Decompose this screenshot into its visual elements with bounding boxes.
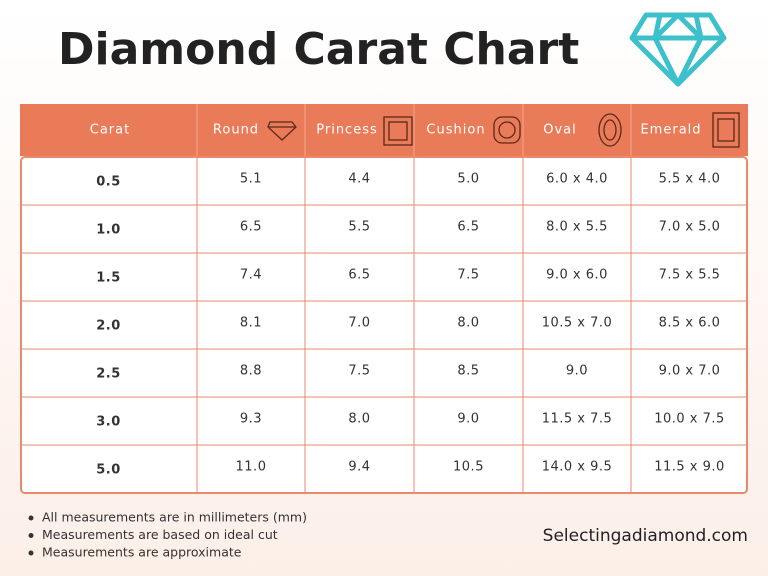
cell: 6.5 — [240, 220, 262, 235]
carat-cell: 1.5 — [96, 271, 121, 286]
carat-cell: 1.0 — [96, 223, 121, 238]
cell: 8.5 x 6.0 — [659, 316, 721, 331]
cell: 7.0 x 5.0 — [659, 220, 721, 235]
cell: 11.5 x 7.5 — [542, 412, 613, 427]
column-header: Carat — [90, 123, 130, 138]
note: All measurements are in millimeters (mm) — [42, 510, 307, 525]
cell: 8.0 x 5.5 — [546, 220, 608, 235]
cell: 5.5 — [348, 220, 370, 235]
cell: 14.0 x 9.5 — [542, 460, 613, 475]
cell: 4.4 — [348, 172, 370, 187]
cell: 8.8 — [240, 364, 262, 379]
cell: 8.5 — [457, 364, 479, 379]
table: Carat Round Princess Cushion Oval Emerald 0.5 5… — [21, 104, 747, 493]
cell: 10.0 x 7.5 — [654, 412, 725, 427]
cell: 9.3 — [240, 412, 262, 427]
bullet — [28, 515, 34, 521]
cell: 11.0 — [236, 460, 267, 475]
carat-cell: 0.5 — [96, 175, 121, 190]
diamond-logo — [629, 12, 727, 87]
column-header: Round — [213, 123, 259, 138]
note: Measurements are approximate — [42, 545, 242, 560]
cell: 6.5 — [348, 268, 370, 283]
bullet — [28, 550, 34, 556]
carat-cell: 3.0 — [96, 415, 121, 430]
title: Diamond Carat Chart — [58, 24, 579, 75]
cell: 7.5 — [348, 364, 370, 379]
cell: 6.0 x 4.0 — [546, 172, 608, 187]
column-header: Emerald — [640, 123, 701, 138]
cell: 5.1 — [240, 172, 262, 187]
column-header: Oval — [543, 123, 577, 138]
cell: 9.4 — [348, 460, 370, 475]
cell: 8.0 — [457, 316, 479, 331]
cell: 5.0 — [457, 172, 479, 187]
carat-cell: 2.0 — [96, 319, 121, 334]
cell: 9.0 x 7.0 — [659, 364, 721, 379]
cell: 11.5 x 9.0 — [654, 460, 725, 475]
cell: 10.5 — [453, 460, 484, 475]
cell: 7.5 — [457, 268, 479, 283]
website: Selectingadiamond.com — [543, 526, 748, 546]
cell: 7.5 x 5.5 — [659, 268, 721, 283]
cell: 9.0 — [566, 364, 588, 379]
carat-cell: 2.5 — [96, 367, 121, 382]
table-body — [20, 156, 748, 494]
column-header: Princess — [316, 123, 378, 138]
cell: 10.5 x 7.0 — [542, 316, 613, 331]
note: Measurements are based on ideal cut — [42, 527, 278, 542]
notes: All measurements are in millimeters (mm)… — [28, 510, 307, 560]
cell: 9.0 — [457, 412, 479, 427]
cell: 8.1 — [240, 316, 262, 331]
cell: 7.4 — [240, 268, 262, 283]
cell: 8.0 — [348, 412, 370, 427]
column-header: Cushion — [426, 123, 485, 138]
cell: 7.0 — [348, 316, 370, 331]
shape-icons — [267, 112, 740, 148]
cell: 9.0 x 6.0 — [546, 268, 608, 283]
bullet — [28, 533, 34, 538]
cell: 5.5 x 4.0 — [659, 172, 721, 187]
cell: 6.5 — [457, 220, 479, 235]
carat-cell: 5.0 — [96, 463, 121, 478]
